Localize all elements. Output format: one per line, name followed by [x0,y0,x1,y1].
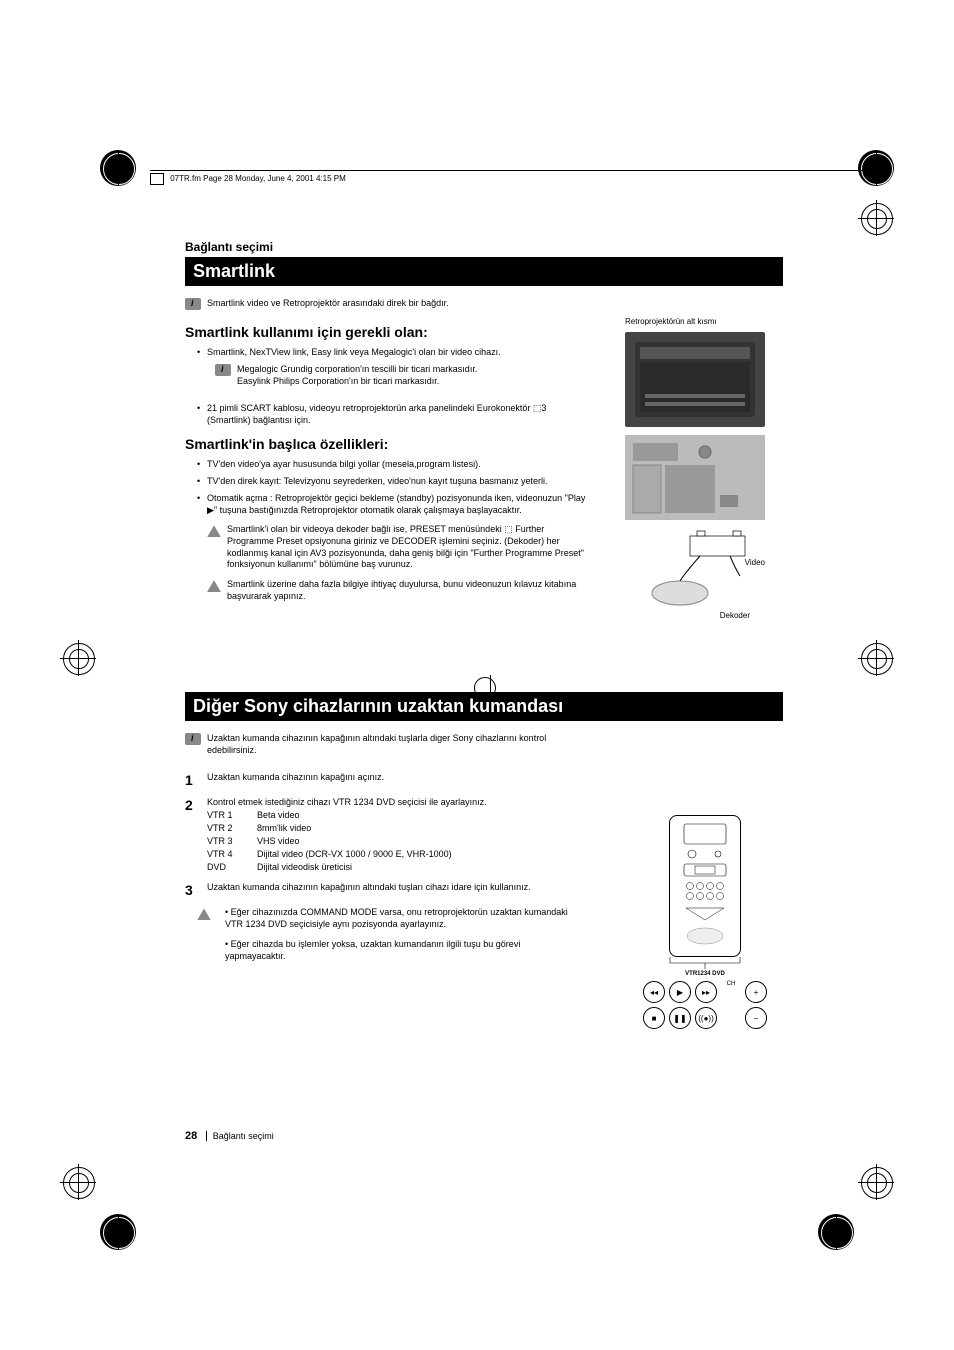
vtr-k-3: VTR 4 [207,848,245,860]
crop-mark-br [818,1214,854,1250]
page: 07TR.fm Page 28 Monday, June 4, 2001 4:1… [0,0,954,1350]
vtr-v-3: Dijital video (DCR-VX 1000 / 9000 E, VHR… [257,848,452,860]
sec1-note-b: Easylink Philips Corporation'ın bir tica… [237,376,439,386]
remote-illustration [670,816,740,956]
remote-diagram: VTR1234 DVD ◂◂ ▶ ▸▸ CH + ■ ❚❚ ((●)) − [640,815,770,1033]
intro-row-2: Uzaktan kumanda cihazının kapağının altı… [185,733,785,756]
crop-mark-tl [100,150,136,186]
rewind-button: ◂◂ [643,981,665,1003]
step-num-1: 1 [185,771,197,790]
warn3b: • Eğer cihazda bu işlemler yoksa, uzakta… [217,939,577,962]
vtr-v-0: Beta video [257,809,300,821]
page-footer: 28 Bağlantı seçimi [185,1130,274,1142]
rear-panel-illustration [625,435,765,520]
remote-btn-row-1: ◂◂ ▶ ▸▸ CH + [640,981,770,1003]
play-button: ▶ [669,981,691,1003]
title-remote: Diğer Sony cihazlarının uzaktan kumandas… [185,692,783,721]
sec1-note-a: Megalogic Grundig corporation'ın tescill… [237,364,477,374]
warn3a: • Eğer cihazınızda COMMAND MODE varsa, o… [217,907,577,930]
warning-icon [197,908,211,920]
diag-video-label: Video [745,558,765,567]
crop-mark-ml [60,640,96,676]
projector-illustration [625,332,765,427]
crop-mark-br2 [858,1164,894,1200]
info-icon [185,298,201,310]
stop-button: ■ [643,1007,665,1029]
step1-text: Uzaktan kumanda cihazının kapağını açını… [207,771,785,790]
vtr-v-4: Dijital videodisk üreticisi [257,861,352,873]
vtr-v-2: VHS video [257,835,300,847]
sec2-bullet2: TV'den direk kayıt: Televizyonu seyreder… [185,475,587,487]
warn-row-2: Smartlink üzerine daha fazla bilgiye iht… [207,579,587,602]
diag-dekoder-label: Dekoder [720,611,750,620]
page-number: 28 [185,1130,197,1142]
warn1-text: Smartlink'i olan bir videoya dekoder bağ… [227,524,587,571]
sec2-bullet3: Otomatik açma : Retroprojektör geçici be… [185,492,587,516]
remote-bracket [640,957,770,969]
warn-row-1: Smartlink'i olan bir videoya dekoder bağ… [207,524,587,571]
right-caption: Retroprojektörün alt kısmı [625,317,785,326]
intro-text-2: Uzaktan kumanda cihazının kapağının altı… [207,733,577,756]
crop-mark-bl2 [60,1164,96,1200]
warning-icon [207,580,221,592]
crop-mark-mr [858,640,894,676]
right-column: Retroprojektörün alt kısmı [625,315,785,626]
panel-image [625,435,765,520]
ch-label: CH [721,981,741,1003]
ch-minus-button: − [745,1007,767,1029]
info-icon [215,364,231,376]
step-num-2: 2 [185,796,197,875]
crop-mark-tr2 [858,200,894,236]
remote-label: VTR1234 DVD [640,971,770,977]
connection-diagram: Video Dekoder [625,528,765,618]
book-icon [150,173,164,185]
title-smartlink: Smartlink [185,257,783,286]
warning-icon [207,525,221,537]
vtr-k-4: DVD [207,861,245,873]
sec1-bullet2: 21 pimli SCART kablosu, videoyu retropro… [185,402,587,426]
step2-text: Kontrol etmek istediğiniz cihazı VTR 123… [207,796,785,808]
remote-btn-row-2: ■ ❚❚ ((●)) − [640,1007,770,1029]
info-icon [185,733,201,745]
warn3-body: • Eğer cihazınızda COMMAND MODE varsa, o… [217,907,577,962]
wiring-illustration [625,528,765,618]
rec-button: ((●)) [695,1007,717,1029]
pause-button: ❚❚ [669,1007,691,1029]
intro-text-1: Smartlink video ve Retroprojektör arasın… [207,298,449,310]
remote-body [669,815,741,957]
sec2-bullet1: TV'den video'ya ayar hususunda bilgi yol… [185,458,587,470]
header-text: 07TR.fm Page 28 Monday, June 4, 2001 4:1… [170,174,346,183]
warn3a-text: Eğer cihazınızda COMMAND MODE varsa, onu… [225,907,568,929]
page-header-line: 07TR.fm Page 28 Monday, June 4, 2001 4:1… [150,170,864,185]
step-1: 1 Uzaktan kumanda cihazının kapağını açı… [185,771,785,790]
vtr-k-1: VTR 2 [207,822,245,834]
warn3b-text: Eğer cihazda bu işlemler yoksa, uzaktan … [225,939,520,961]
intro-row-1: Smartlink video ve Retroprojektör arasın… [185,298,785,310]
ch-plus-button: + [745,981,767,1003]
pretitle: Bağlantı seçimi [185,240,785,254]
sec1-bullet1: Smartlink, NexTView link, Easy link veya… [185,346,587,358]
ffwd-button: ▸▸ [695,981,717,1003]
crop-mark-bl [100,1214,136,1250]
vtr-k-2: VTR 3 [207,835,245,847]
warn2-text: Smartlink üzerine daha fazla bilgiye iht… [227,579,587,602]
vtr-v-1: 8mm'lik video [257,822,311,834]
sec1-note-text: Megalogic Grundig corporation'ın tescill… [237,364,477,387]
warn-row-3: • Eğer cihazınızda COMMAND MODE varsa, o… [197,907,577,962]
step-num-3: 3 [185,881,197,900]
device-image [625,332,765,427]
footer-text: Bağlantı seçimi [213,1131,274,1141]
vtr-k-0: VTR 1 [207,809,245,821]
